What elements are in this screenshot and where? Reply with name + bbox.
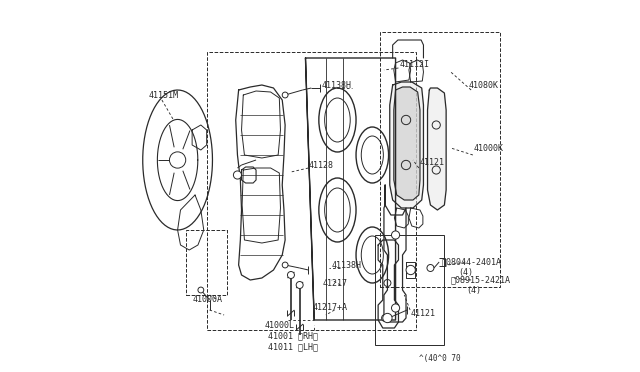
Text: 41001 （RH）: 41001 （RH）: [268, 331, 317, 340]
Circle shape: [392, 304, 399, 312]
Bar: [374, 235, 444, 345]
Text: 41138H: 41138H: [322, 80, 352, 90]
Circle shape: [282, 92, 288, 98]
Circle shape: [381, 314, 388, 321]
Text: Ⓑ08044-2401A: Ⓑ08044-2401A: [442, 257, 502, 266]
Text: 41112I: 41112I: [399, 60, 429, 68]
Text: 41121: 41121: [420, 157, 445, 167]
Text: 41217+A: 41217+A: [313, 304, 348, 312]
Text: 41000K: 41000K: [474, 144, 504, 153]
Text: (4): (4): [467, 285, 481, 295]
Circle shape: [296, 282, 303, 289]
Circle shape: [198, 287, 204, 293]
Text: 41000L: 41000L: [265, 321, 295, 330]
Polygon shape: [428, 88, 446, 210]
Circle shape: [383, 313, 392, 323]
Circle shape: [287, 272, 294, 279]
Circle shape: [234, 171, 241, 179]
Text: 41151M: 41151M: [148, 90, 179, 99]
Circle shape: [392, 231, 399, 239]
Text: (4): (4): [458, 267, 473, 276]
Text: 41121: 41121: [411, 308, 436, 317]
Text: 41000A: 41000A: [192, 295, 222, 305]
Text: 41138H: 41138H: [332, 260, 362, 269]
Text: 41217: 41217: [323, 279, 348, 288]
Text: 41080K: 41080K: [468, 80, 499, 90]
Text: 41011 （LH）: 41011 （LH）: [268, 343, 317, 352]
Text: 41128: 41128: [308, 160, 333, 170]
Bar: [380, 32, 500, 287]
Polygon shape: [394, 87, 420, 200]
Text: Ⓦ08915-2421A: Ⓦ08915-2421A: [451, 276, 511, 285]
Circle shape: [406, 265, 415, 275]
Bar: [186, 230, 227, 295]
Circle shape: [282, 262, 288, 268]
Polygon shape: [390, 82, 424, 208]
Text: ^(40^0 70: ^(40^0 70: [419, 353, 460, 362]
Bar: [207, 52, 416, 330]
